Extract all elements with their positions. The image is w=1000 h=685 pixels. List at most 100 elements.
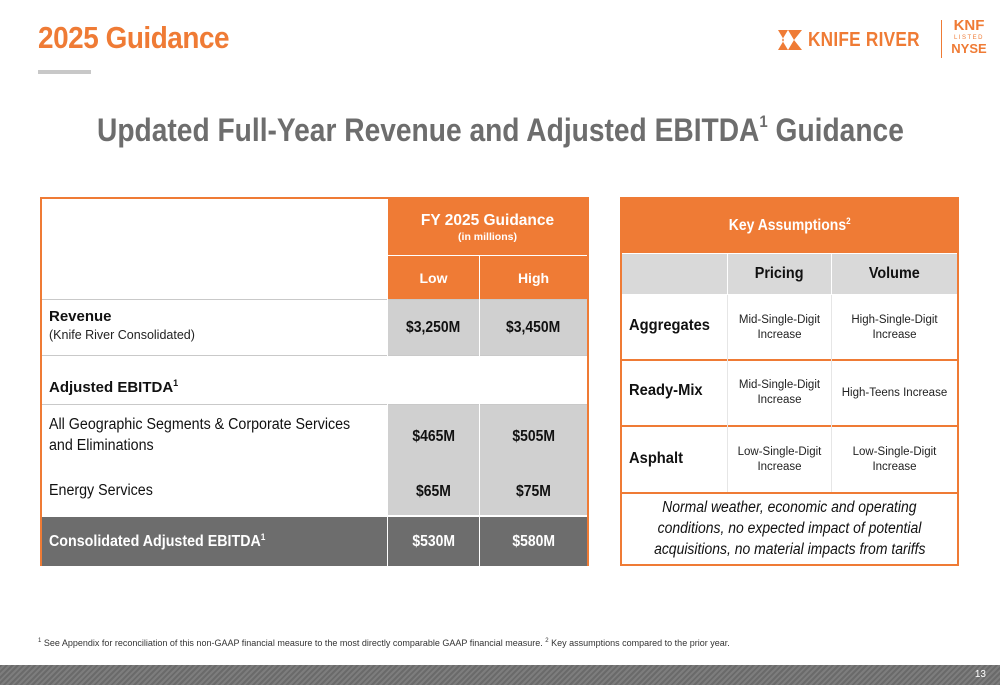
assumptions-column-header-row: Pricing Volume: [622, 254, 957, 294]
consolidated-row: Consolidated Adjusted EBITDA1 $530M $580…: [42, 517, 587, 566]
assumptions-note-line3: acquisitions, no material impacts from t…: [653, 540, 926, 558]
exchange-label: NYSE: [951, 41, 987, 56]
footnote-text-1: See Appendix for reconciliation of this …: [41, 638, 546, 648]
headline-suffix: Guidance: [767, 112, 904, 148]
key-assumptions-table: Key Assumptions2 Pricing Volume Aggregat…: [620, 197, 959, 566]
energy-services-row: Energy Services $65M $75M: [42, 468, 587, 515]
column-divider: [727, 295, 728, 492]
row-label-ready-mix: Ready-Mix: [629, 382, 709, 400]
assumptions-note: Normal weather, economic and operating c…: [622, 495, 957, 564]
row-divider: [42, 299, 587, 300]
segments-label: All Geographic Segments & Corporate Serv…: [49, 415, 376, 457]
segments-label-line2: and Eliminations: [49, 436, 154, 454]
logo-text: KNIFE RIVER: [808, 28, 920, 51]
column-header-low: Low: [388, 256, 479, 299]
row-divider: [622, 425, 957, 427]
energy-high-value: $75M: [480, 468, 587, 515]
row-label-aggregates-text: Aggregates: [629, 317, 710, 334]
segments-high-value: $505M: [480, 405, 587, 468]
asphalt-volume-line2: Increase: [872, 460, 917, 473]
segments-low-value: $465M: [388, 405, 479, 468]
asphalt-pricing-line2: Increase: [757, 460, 802, 473]
asphalt-pricing: Low-Single-Digit Increase: [728, 427, 831, 492]
revenue-high-value: $3,450M: [480, 300, 587, 355]
row-divider: [622, 359, 957, 361]
guidance-column-header-row: Low High: [42, 256, 587, 299]
assumptions-note-line1: Normal weather, economic and operating: [662, 499, 917, 517]
consolidated-label-text: Consolidated Adjusted EBITDA: [49, 533, 261, 551]
energy-low-text: $65M: [416, 482, 451, 500]
ticker-badge: KNF LISTED NYSE: [947, 18, 991, 55]
revenue-sublabel: (Knife River Consolidated): [49, 328, 195, 342]
consolidated-low-value: $530M: [388, 517, 479, 566]
segments-values-bg: [388, 405, 587, 468]
assumptions-row-ready-mix: Ready-Mix Mid-Single-Digit Increase High…: [622, 361, 957, 425]
consolidated-label: Consolidated Adjusted EBITDA1: [49, 532, 284, 551]
column-divider: [831, 254, 832, 294]
column-divider: [831, 295, 832, 492]
guidance-header-subtitle: (in millions): [458, 230, 517, 243]
title-underline: [38, 70, 91, 74]
column-divider: [479, 255, 480, 566]
key-assumptions-footnote-ref: 2: [845, 216, 851, 227]
assumptions-row-asphalt: Asphalt Low-Single-Digit Increase Low-Si…: [622, 427, 957, 492]
ready-mix-volume: High-Teens Increase: [832, 361, 957, 425]
adjusted-ebitda-row: Adjusted EBITDA1: [42, 356, 587, 404]
guidance-header-title: FY 2025 Guidance: [420, 211, 555, 229]
revenue-label-cell: Revenue (Knife River Consolidated): [49, 308, 195, 342]
column-header-volume-text: Volume: [869, 265, 920, 282]
consolidated-high-value: $580M: [480, 517, 587, 566]
aggregates-pricing-line1: Mid-Single-Digit: [738, 313, 821, 326]
assumptions-row-aggregates: Aggregates Mid-Single-Digit Increase Hig…: [622, 295, 957, 360]
row-label-aggregates: Aggregates: [629, 317, 717, 335]
row-label-ready-mix-text: Ready-Mix: [629, 382, 703, 399]
aggregates-pricing-line2: Increase: [757, 328, 802, 341]
segments-high-text: $505M: [512, 427, 555, 445]
ticker-symbol: KNF: [953, 17, 985, 34]
ready-mix-pricing: Mid-Single-Digit Increase: [728, 361, 831, 425]
segments-row: All Geographic Segments & Corporate Serv…: [42, 405, 587, 468]
aggregates-pricing: Mid-Single-Digit Increase: [728, 295, 831, 360]
row-divider: [42, 355, 587, 356]
row-label-asphalt-text: Asphalt: [629, 450, 683, 467]
adjusted-ebitda-footnote-ref: 1: [173, 378, 179, 388]
footnote-marker-1: 1: [38, 638, 42, 644]
revenue-values-bg: [388, 300, 587, 355]
column-header-pricing-text: Pricing: [755, 265, 804, 282]
asphalt-volume-line1: Low-Single-Digit: [852, 445, 937, 458]
segments-label-line1: All Geographic Segments & Corporate Serv…: [49, 416, 351, 433]
consolidated-low-text: $530M: [412, 532, 455, 550]
listed-label: LISTED: [953, 35, 984, 41]
knife-river-logo-icon: [778, 30, 802, 50]
asphalt-volume: Low-Single-Digit Increase: [832, 427, 957, 492]
aggregates-volume: High-Single-Digit Increase: [832, 295, 957, 360]
energy-low-value: $65M: [388, 468, 479, 515]
company-logo: KNIFE RIVER: [776, 20, 938, 60]
assumptions-note-line2: conditions, no expected impact of potent…: [657, 520, 922, 538]
key-assumptions-title: Key Assumptions: [728, 217, 846, 235]
page-number: 13: [974, 669, 986, 680]
energy-high-text: $75M: [516, 482, 551, 500]
revenue-row: Revenue (Knife River Consolidated) $3,25…: [42, 300, 587, 355]
column-divider: [387, 199, 388, 566]
row-divider: [42, 404, 587, 405]
revenue-low-value: $3,250M: [388, 300, 479, 355]
aggregates-volume-line2: Increase: [872, 328, 917, 341]
revenue-high-text: $3,450M: [506, 318, 561, 336]
guidance-table: FY 2025 Guidance (in millions) Low High …: [40, 197, 589, 566]
aggregates-volume-line1: High-Single-Digit: [851, 313, 938, 326]
asphalt-pricing-line1: Low-Single-Digit: [737, 445, 822, 458]
consolidated-footnote-ref: 1: [260, 532, 266, 542]
footnote-marker-2: 2: [545, 638, 549, 644]
key-assumptions-header: Key Assumptions2: [622, 199, 957, 253]
headline: Updated Full-Year Revenue and Adjusted E…: [0, 112, 1000, 149]
footnote-text-2: Key assumptions compared to the prior ye…: [548, 638, 730, 648]
consolidated-high-text: $580M: [512, 532, 555, 550]
slide-title: 2025 Guidance: [38, 20, 230, 55]
segments-low-text: $465M: [412, 427, 455, 445]
row-divider: [622, 492, 957, 494]
adjusted-ebitda-label: Adjusted EBITDA1: [49, 378, 178, 396]
headline-text: Updated Full-Year Revenue and Adjusted E…: [96, 112, 759, 148]
revenue-label: Revenue: [49, 308, 112, 325]
ready-mix-pricing-line1: Mid-Single-Digit: [738, 379, 821, 392]
